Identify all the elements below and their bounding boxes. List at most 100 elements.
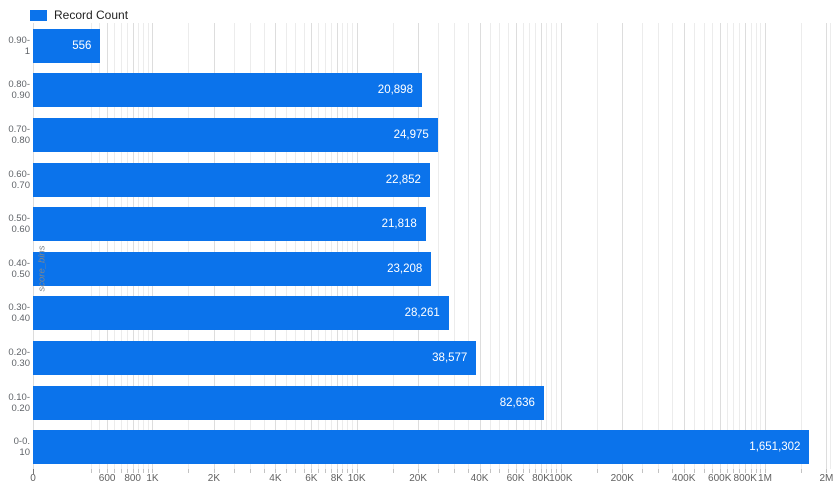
bar-record-count[interactable]: 38,577 (33, 340, 477, 375)
bar-record-count[interactable]: 22,852 (33, 162, 430, 197)
bar-value-label: 82,636 (499, 396, 535, 409)
x-tick-label: 10K (347, 473, 366, 484)
x-tick-mark (535, 469, 537, 473)
x-tick-label-zero: 0 (30, 473, 36, 484)
y-axis-bin-label: 0-0. 10 (13, 436, 30, 459)
x-tick-label: 8K (330, 473, 343, 484)
y-axis-bin-label: 0.70- 0.80 (8, 124, 30, 146)
gridline (331, 23, 333, 469)
gridline (560, 23, 562, 469)
x-tick-mark (275, 469, 277, 473)
gridline (107, 23, 109, 469)
x-tick-mark (454, 469, 456, 473)
bar-value-label: 38,577 (432, 351, 468, 364)
y-axis-bin-label: 0.50- 0.60 (8, 213, 30, 236)
gridline (719, 23, 721, 469)
gridline (285, 23, 287, 469)
x-tick-mark (233, 469, 235, 473)
gridline (275, 23, 277, 469)
x-tick-mark (213, 469, 215, 473)
gridline (671, 23, 673, 469)
gridline (303, 23, 305, 469)
gridline (143, 23, 145, 469)
x-tick-mark (418, 469, 420, 473)
x-tick-label: 2K (207, 473, 221, 484)
bar-record-count[interactable]: 82,636 (33, 385, 544, 420)
gridline (733, 23, 735, 469)
x-tick-mark (726, 469, 728, 473)
gridline (132, 23, 134, 469)
gridline (522, 23, 524, 469)
gridline (138, 23, 140, 469)
legend-item-record-count[interactable]: Record Count (30, 7, 128, 23)
x-tick-mark (507, 469, 509, 473)
gridline-layer (33, 23, 831, 469)
y-axis-bin-label: 0.80- 0.90 (8, 79, 30, 102)
x-tick-label: 40K (470, 473, 489, 484)
x-tick-label: 2M (819, 473, 834, 484)
x-tick-mark (147, 469, 149, 473)
x-tick-label: 200K (610, 473, 634, 484)
y-axis-bin-label: 0.10- 0.20 (8, 391, 30, 414)
x-tick-mark (658, 469, 660, 473)
bar-record-count[interactable]: 23,208 (33, 251, 432, 286)
bar-value-label: 28,261 (404, 307, 440, 320)
gridline (490, 23, 491, 469)
bar-row: 23,208 (33, 246, 831, 291)
x-axis: 0 600 800 1K 2K 4K 6K 8K 10K 20K 40K 60K 80K 100K 200… (30, 23, 833, 484)
gridline (311, 23, 313, 469)
gridline (622, 23, 624, 469)
x-tick-label: 400K (672, 473, 696, 484)
x-tick-mark (342, 469, 344, 473)
x-tick-mark (437, 469, 439, 473)
bar-record-count[interactable]: 24,975 (33, 117, 438, 152)
gridline (356, 23, 358, 469)
gridline (479, 23, 481, 469)
x-tick-mark (285, 469, 287, 473)
bar-value-label: 21,818 (381, 218, 417, 231)
gridline (556, 23, 558, 469)
bar-record-count[interactable]: 28,261 (33, 296, 449, 331)
gridline (126, 23, 128, 469)
bar-row: 21,818 (33, 201, 831, 246)
x-tick-mark (499, 469, 501, 473)
x-tick-mark (152, 469, 154, 473)
x-tick-mark (295, 469, 297, 473)
x-tick-mark (99, 469, 101, 473)
gridline (642, 23, 644, 469)
x-tick-mark (249, 469, 251, 473)
gridline (694, 23, 696, 469)
plot-area: 556 0.90- 1 20,898 0.80- 0.90 24,975 0.70- 0.… (8, 23, 833, 484)
gridline (596, 23, 598, 469)
gridline (739, 23, 741, 469)
bar-row: 1,651,302 (33, 424, 831, 469)
gridline (318, 23, 320, 469)
gridline (392, 23, 394, 469)
gridline (336, 23, 338, 469)
y-axis-line (33, 23, 34, 469)
x-tick-mark (336, 469, 338, 473)
x-tick-mark (671, 469, 673, 473)
x-tick-label: 20K (409, 473, 427, 484)
x-tick-mark (745, 469, 747, 473)
x-tick-label: 1K (146, 473, 159, 484)
bar-record-count[interactable]: 20,898 (33, 73, 422, 108)
gridline (703, 23, 705, 469)
x-tick-mark (347, 469, 349, 473)
x-tick-label: 1M (758, 473, 772, 484)
gridline (418, 23, 420, 469)
x-tick-mark (760, 469, 762, 473)
x-tick-mark (126, 469, 128, 473)
x-tick-mark (683, 469, 685, 473)
legend-label: Record Count (54, 8, 129, 22)
bar-record-count[interactable]: 21,818 (33, 207, 426, 242)
x-tick-label: 800K (733, 473, 757, 484)
x-tick-mark (311, 469, 313, 473)
bar-record-count[interactable]: 1,651,302 (33, 430, 810, 465)
bar-record-count[interactable]: 556 (33, 28, 101, 63)
gridline (535, 23, 537, 469)
y-axis-bin-label: 0.60- 0.70 (8, 168, 30, 191)
gridline (263, 23, 265, 469)
x-tick-mark (755, 469, 757, 473)
